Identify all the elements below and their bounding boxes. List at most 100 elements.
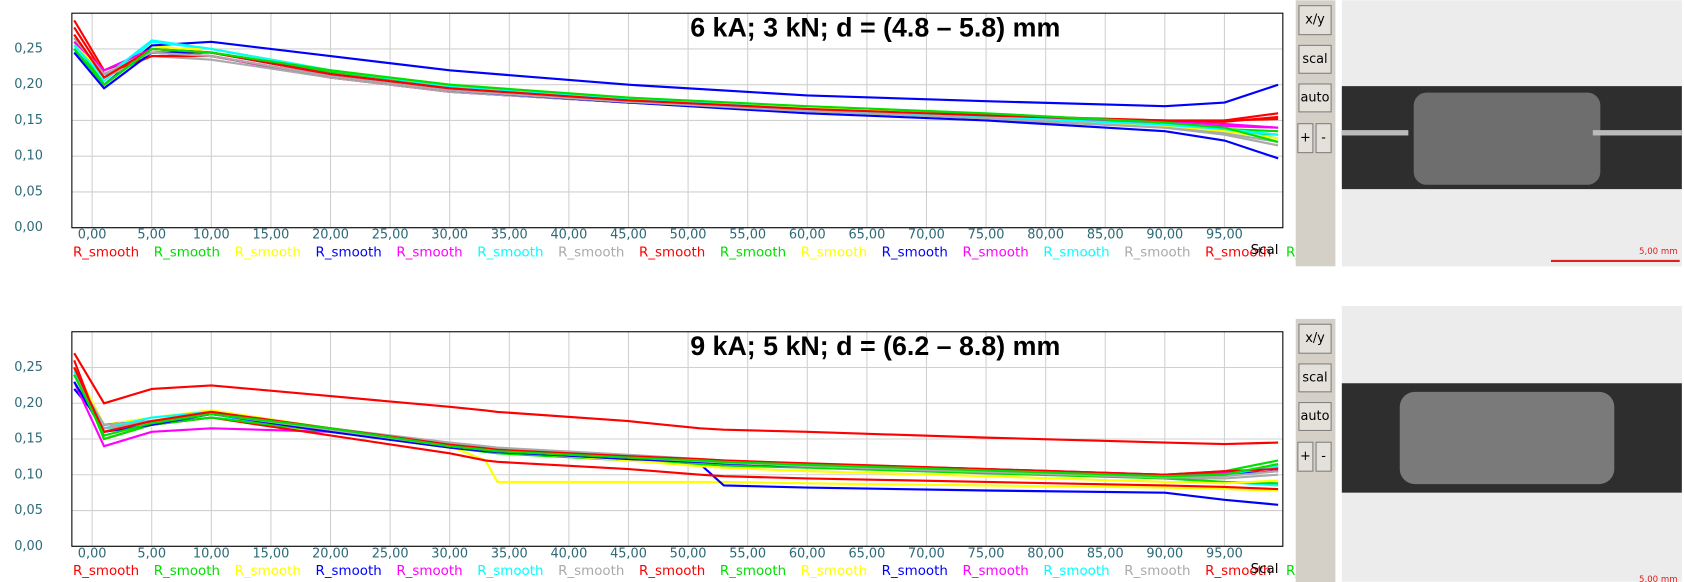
toolbar-button-label[interactable]: scal bbox=[1302, 370, 1327, 385]
legend-entry: R_smooth bbox=[882, 245, 948, 260]
toolbar-button-label[interactable]: x/y bbox=[1305, 13, 1325, 28]
x-tick-label: 45,00 bbox=[610, 228, 647, 243]
x-tick-label: 20,00 bbox=[312, 546, 349, 561]
photo-gap bbox=[1592, 130, 1682, 136]
plot-frame bbox=[71, 331, 1284, 547]
legend-entry: R_smooth bbox=[477, 564, 543, 579]
y-tick-label: 0,05 bbox=[14, 503, 43, 518]
toolbar-button-label[interactable]: scal bbox=[1302, 52, 1327, 67]
micrograph: 5,00 mm bbox=[1341, 0, 1682, 267]
legend-entry: R_smooth bbox=[639, 564, 705, 579]
x-tick-label: 45,00 bbox=[610, 546, 647, 561]
toolbar-button[interactable] bbox=[1297, 123, 1314, 154]
toolbar-button-label[interactable]: - bbox=[1321, 131, 1326, 146]
legend-entry: R_smooth bbox=[235, 245, 301, 260]
x-tick-label: 40,00 bbox=[550, 546, 587, 561]
y-tick-label: 0,05 bbox=[14, 184, 43, 199]
y-tick-label: 0,10 bbox=[14, 467, 43, 482]
legend-entry: R_smooth bbox=[963, 564, 1029, 579]
x-tick-label: 10,00 bbox=[193, 228, 230, 243]
photo-gap bbox=[1341, 130, 1409, 136]
y-tick-label: 0,20 bbox=[14, 77, 43, 92]
legend-overlay: Scal bbox=[1251, 243, 1279, 258]
plot-frame bbox=[71, 12, 1284, 229]
y-tick-label: 0,00 bbox=[14, 539, 43, 554]
x-tick-label: 5,00 bbox=[137, 228, 166, 243]
x-tick-label: 60,00 bbox=[789, 228, 826, 243]
y-tick-label: 0,00 bbox=[14, 220, 43, 235]
toolbar-button[interactable] bbox=[1315, 441, 1332, 472]
y-tick-label: 0,25 bbox=[14, 360, 43, 375]
toolbar-button-label[interactable]: auto bbox=[1301, 90, 1330, 105]
legend-entry: R_smooth bbox=[1205, 564, 1271, 579]
legend-entry: R_smooth bbox=[73, 245, 139, 260]
toolbar-button[interactable] bbox=[1298, 402, 1332, 431]
toolbar-button[interactable] bbox=[1297, 441, 1314, 472]
legend: R_smooth R_smooth R_smooth R_smooth R_smooth… bbox=[73, 564, 1352, 579]
legend-entry: R_smooth bbox=[558, 245, 624, 260]
toolbar-button-label[interactable]: x/y bbox=[1305, 331, 1325, 346]
legend-entry: R_smooth bbox=[882, 564, 948, 579]
toolbar-button[interactable] bbox=[1298, 5, 1332, 36]
legend-entry: R_smooth bbox=[558, 564, 624, 579]
legend-entry: R_smooth bbox=[1043, 245, 1109, 260]
legend-entry: R_smooth bbox=[396, 564, 462, 579]
scale-bar-label: 5,00 mm bbox=[1639, 575, 1678, 582]
x-tick-label: 65,00 bbox=[848, 546, 885, 561]
x-tick-label: 25,00 bbox=[372, 228, 409, 243]
x-tick-label: 60,00 bbox=[789, 546, 826, 561]
toolbar-button[interactable] bbox=[1315, 123, 1332, 154]
legend: R_smooth R_smooth R_smooth R_smooth R_smooth… bbox=[73, 245, 1352, 260]
x-tick-label: 50,00 bbox=[670, 546, 707, 561]
photo-weld bbox=[1399, 391, 1615, 485]
x-tick-label: 70,00 bbox=[908, 228, 945, 243]
panel-background bbox=[0, 0, 1296, 267]
legend-entry: R_smooth bbox=[396, 245, 462, 260]
series-line bbox=[73, 352, 1279, 446]
series-line bbox=[73, 39, 1279, 136]
legend-entry: R_smooth bbox=[801, 245, 867, 260]
x-tick-label: 55,00 bbox=[729, 228, 766, 243]
photo-weld bbox=[1413, 92, 1601, 185]
x-tick-label: 35,00 bbox=[491, 228, 528, 243]
toolbar-button-label[interactable]: auto bbox=[1301, 409, 1330, 424]
x-tick-label: 95,00 bbox=[1206, 546, 1243, 561]
toolbar-button-label[interactable]: - bbox=[1321, 449, 1326, 464]
series-line bbox=[73, 47, 1279, 143]
x-tick-label: 30,00 bbox=[431, 228, 468, 243]
legend-entry: R_smooth bbox=[639, 245, 705, 260]
legend-entry: R_smooth bbox=[154, 245, 220, 260]
legend-entry: R_smooth bbox=[154, 564, 220, 579]
toolbar-button[interactable] bbox=[1298, 83, 1332, 113]
x-tick-label: 25,00 bbox=[372, 546, 409, 561]
toolbar-button[interactable] bbox=[1298, 323, 1332, 354]
x-tick-label: 70,00 bbox=[908, 546, 945, 561]
micrograph: 5,00 mm bbox=[1341, 306, 1682, 582]
x-tick-label: 40,00 bbox=[550, 228, 587, 243]
legend-entry: R_smooth bbox=[316, 564, 382, 579]
x-tick-label: 90,00 bbox=[1146, 228, 1183, 243]
x-tick-label: 65,00 bbox=[848, 228, 885, 243]
x-tick-label: 15,00 bbox=[252, 546, 289, 561]
chart-panel: 0,00 0,05 0,10 0,15 0,20 0,25 0,00 5,00 10,00 15,… bbox=[0, 0, 1682, 267]
x-tick-label: 80,00 bbox=[1027, 228, 1064, 243]
x-tick-label: 50,00 bbox=[670, 228, 707, 243]
panel-background bbox=[0, 318, 1296, 582]
legend-entry: R_smooth bbox=[1286, 245, 1352, 260]
x-tick-label: 55,00 bbox=[729, 546, 766, 561]
x-tick-label: 35,00 bbox=[491, 546, 528, 561]
y-tick-label: 0,10 bbox=[14, 149, 43, 164]
toolbar-button-label[interactable]: + bbox=[1300, 131, 1311, 146]
legend-entry: R_smooth bbox=[477, 245, 543, 260]
y-tick-label: 0,20 bbox=[14, 396, 43, 411]
toolbar-button-label[interactable]: + bbox=[1300, 449, 1311, 464]
x-tick-label: 10,00 bbox=[193, 546, 230, 561]
toolbar-button[interactable] bbox=[1298, 363, 1332, 393]
legend-entry: R_smooth bbox=[235, 564, 301, 579]
legend-entry: R_smooth bbox=[1286, 564, 1352, 579]
toolbar-button[interactable] bbox=[1298, 44, 1332, 74]
y-tick-label: 0,15 bbox=[14, 432, 43, 447]
series-line bbox=[73, 367, 1279, 476]
chart-title: 9 kA; 5 kN; d = (6.2 – 8.8) mm bbox=[690, 331, 1060, 361]
